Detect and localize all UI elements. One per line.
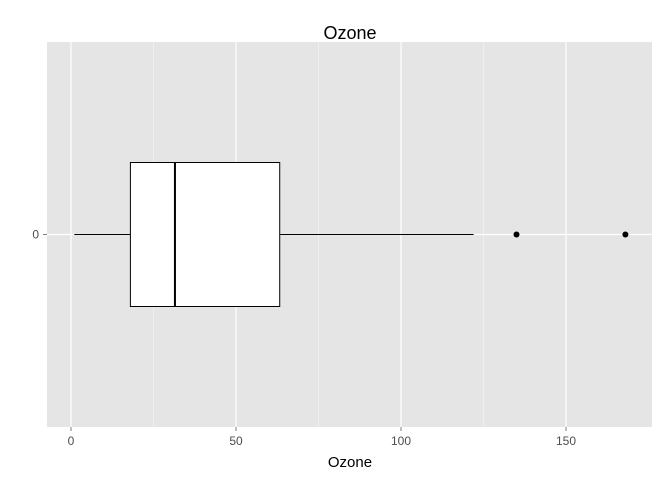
x-axis-title: Ozone (328, 454, 372, 471)
x-tick-label: 0 (68, 434, 75, 448)
iqr-box (129, 162, 281, 307)
outlier-point (622, 231, 629, 238)
y-axis-ticks: 0 (32, 228, 47, 242)
x-axis-ticks: 0 50 100 150 (68, 427, 576, 448)
y-tick-label: 0 (32, 228, 39, 242)
boxplot-group (74, 162, 629, 307)
x-tick-label: 150 (556, 434, 576, 448)
x-tick-label: 50 (229, 434, 243, 448)
x-tick-label: 100 (391, 434, 411, 448)
outlier-point (513, 231, 520, 238)
chart-title: Ozone (323, 23, 376, 43)
